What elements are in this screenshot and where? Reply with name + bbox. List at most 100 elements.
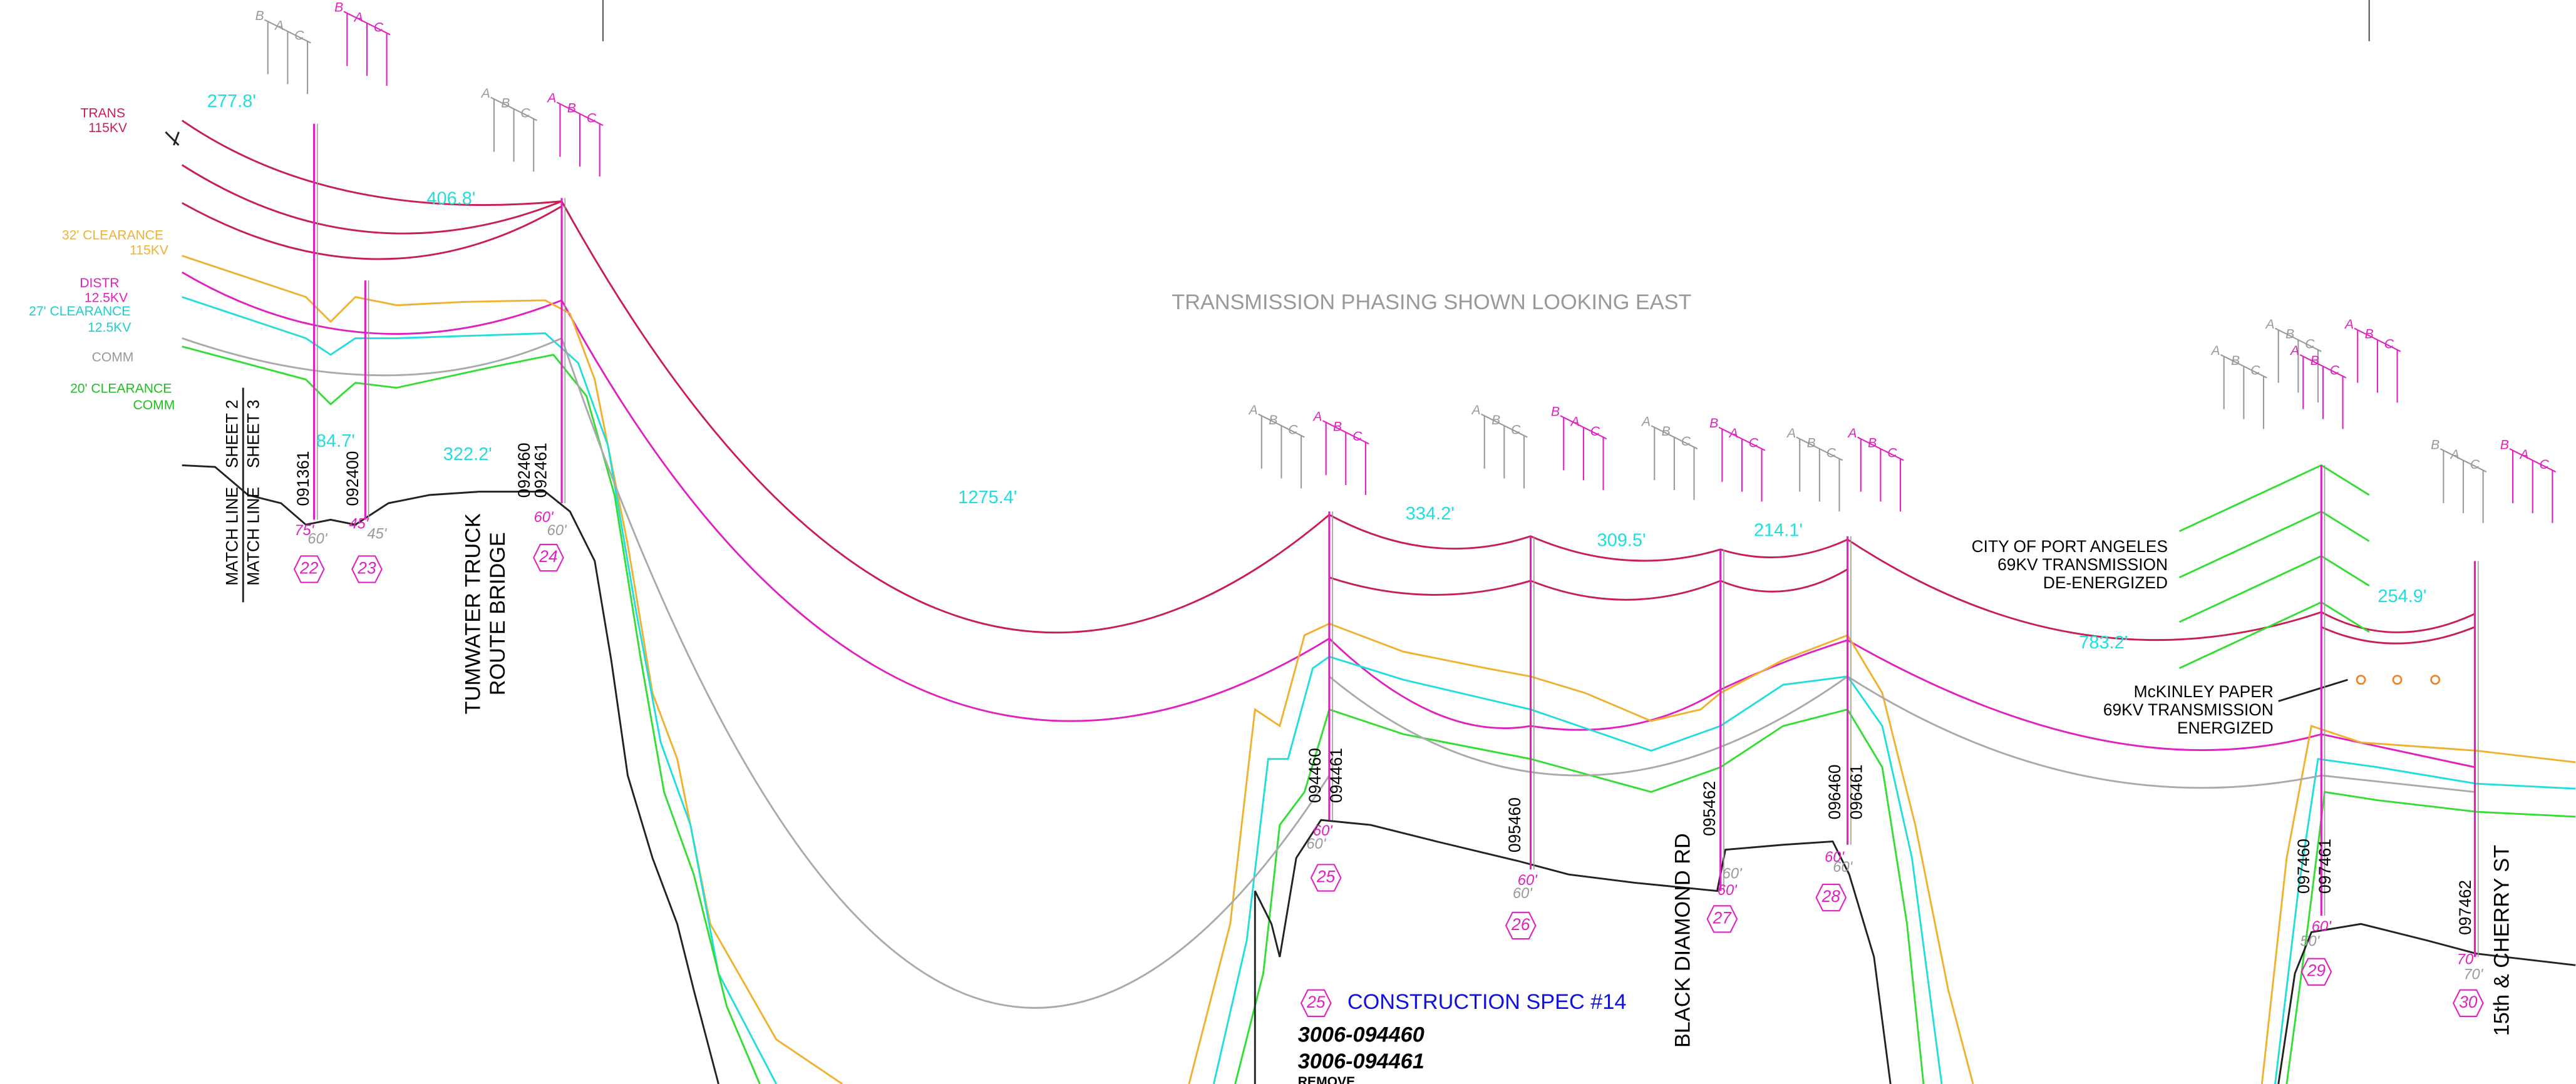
span-length: 214.1'	[1754, 521, 1803, 541]
hexagon	[1310, 864, 1342, 892]
phase-letter: A	[1641, 414, 1651, 429]
phase-letter: C	[587, 111, 597, 125]
road-label: TUMWATER TRUCK	[461, 513, 485, 714]
pole-height: 70'	[2457, 952, 2477, 968]
phase-letter: B	[567, 101, 576, 116]
phase-letter: A	[1570, 414, 1580, 429]
pole-height: 60'	[534, 509, 554, 526]
pole-number: 27	[1713, 908, 1733, 927]
mckinley-note: ENERGIZED	[2177, 718, 2274, 737]
phase-letter: C	[2305, 337, 2315, 352]
phase-letter: C	[1749, 436, 1759, 451]
hexagon	[1706, 905, 1738, 933]
pole-height: 60'	[1518, 872, 1538, 889]
phase-letter: C	[1511, 423, 1521, 437]
pole-id: 092460	[515, 442, 533, 498]
pole-number: 30	[2459, 993, 2478, 1011]
phase-letter: C	[1826, 446, 1837, 461]
pole-number: 23	[357, 558, 376, 577]
legend-label: 12.5KV	[88, 320, 131, 335]
pole-number: 22	[299, 558, 319, 577]
spec-line: 3006-094461	[1298, 1050, 1425, 1073]
phase-letter: A	[1248, 403, 1258, 417]
phase-letter: B	[2285, 327, 2294, 342]
phase-letter: A	[1786, 426, 1796, 441]
phase-letter: B	[1662, 424, 1671, 439]
phase-letter: B	[1333, 419, 1342, 434]
pole-height: 60'	[1723, 866, 1743, 882]
phase-letter: A	[1470, 403, 1480, 417]
pole-id: 096461	[1847, 764, 1865, 819]
match-line: MATCH LINE	[222, 487, 241, 586]
phasing-note: TRANSMISSION PHASING SHOWN LOOKING EAST	[1172, 290, 1691, 314]
port-angeles-note: 69KV TRANSMISSION	[1997, 555, 2168, 574]
hexagon	[1505, 911, 1537, 940]
legend-label: 20' CLEARANCE	[70, 382, 172, 396]
legend-label: 115KV	[88, 121, 127, 135]
pole-height: 60'	[1833, 859, 1853, 876]
pole-height: 50'	[2300, 934, 2320, 950]
legend-label: DISTR	[80, 276, 119, 290]
phase-letter: C	[294, 29, 304, 43]
hexagon	[1300, 989, 1332, 1017]
phase-letter: C	[2470, 458, 2480, 472]
phase-letter: B	[1492, 413, 1500, 427]
mckinley-note: 69KV TRANSMISSION	[2103, 700, 2274, 719]
legend-label: 115KV	[130, 243, 168, 257]
span-length: 322.2'	[443, 444, 492, 464]
phase-letter: B	[1551, 405, 1560, 419]
pole-number: 25	[1316, 867, 1336, 886]
phase-letter: A	[353, 11, 363, 25]
legend-label: COMM	[92, 350, 134, 365]
phase-letter: C	[1352, 429, 1363, 444]
legend-label: 27' CLEARANCE	[29, 304, 130, 319]
phase-letter: C	[1590, 424, 1600, 439]
phase-letter: B	[501, 96, 510, 111]
hexagon	[2452, 989, 2484, 1017]
phase-letter: B	[255, 9, 264, 23]
span-length: 783.2'	[2079, 633, 2128, 653]
pole-height: 75'	[294, 523, 314, 539]
phase-letter: B	[1868, 436, 1877, 451]
span-length: 254.9'	[2378, 586, 2426, 606]
phase-letter: B	[2431, 437, 2439, 452]
phase-letter: C	[1887, 446, 1897, 461]
phasing-arm	[2354, 327, 2401, 352]
road-label: BLACK DIAMOND RD	[1671, 833, 1695, 1048]
port-angeles-note: DE-ENERGIZED	[2043, 573, 2168, 592]
pole-height: 45'	[367, 526, 387, 542]
pole-id: 097461	[2316, 839, 2334, 894]
spec-pole: 25	[1306, 993, 1326, 1011]
pole-id: 097462	[2456, 880, 2475, 935]
pole-number: 26	[1511, 915, 1530, 934]
span-length: 309.5'	[1597, 530, 1646, 550]
phase-letter: A	[546, 91, 556, 106]
legend-label: 32' CLEARANCE	[62, 228, 163, 243]
span-length: 84.7'	[316, 431, 355, 451]
pole-number: 24	[538, 547, 557, 566]
phase-letter: B	[2500, 437, 2509, 452]
road-label: ROUTE BRIDGE	[486, 532, 510, 695]
port-angeles-note: CITY OF PORT ANGELES	[1972, 537, 2168, 556]
phase-letter: A	[2344, 317, 2354, 332]
pole-id: 095462	[1700, 781, 1719, 836]
pole-height: 60'	[547, 523, 567, 539]
mckinley-note: McKINLEY PAPER	[2134, 682, 2274, 701]
phase-letter: A	[2265, 317, 2275, 332]
phase-letter: B	[2231, 354, 2240, 368]
phasing-arm	[2274, 327, 2322, 352]
phase-letter: B	[1269, 413, 1277, 427]
phase-letter: A	[2289, 344, 2299, 358]
phase-letter: B	[2365, 327, 2374, 342]
pole-height: 60'	[307, 531, 327, 547]
pole-id: 097460	[2294, 839, 2313, 894]
pole-height: 70'	[2463, 966, 2483, 983]
pole-height: 60'	[1513, 886, 1533, 902]
legend-label: 12.5KV	[85, 291, 128, 305]
span-length: 406.8'	[426, 189, 475, 209]
phase-letter: A	[2450, 447, 2460, 462]
hexagon	[351, 555, 383, 583]
phase-letter: B	[1709, 416, 1718, 431]
pole-number: 28	[1821, 887, 1841, 906]
